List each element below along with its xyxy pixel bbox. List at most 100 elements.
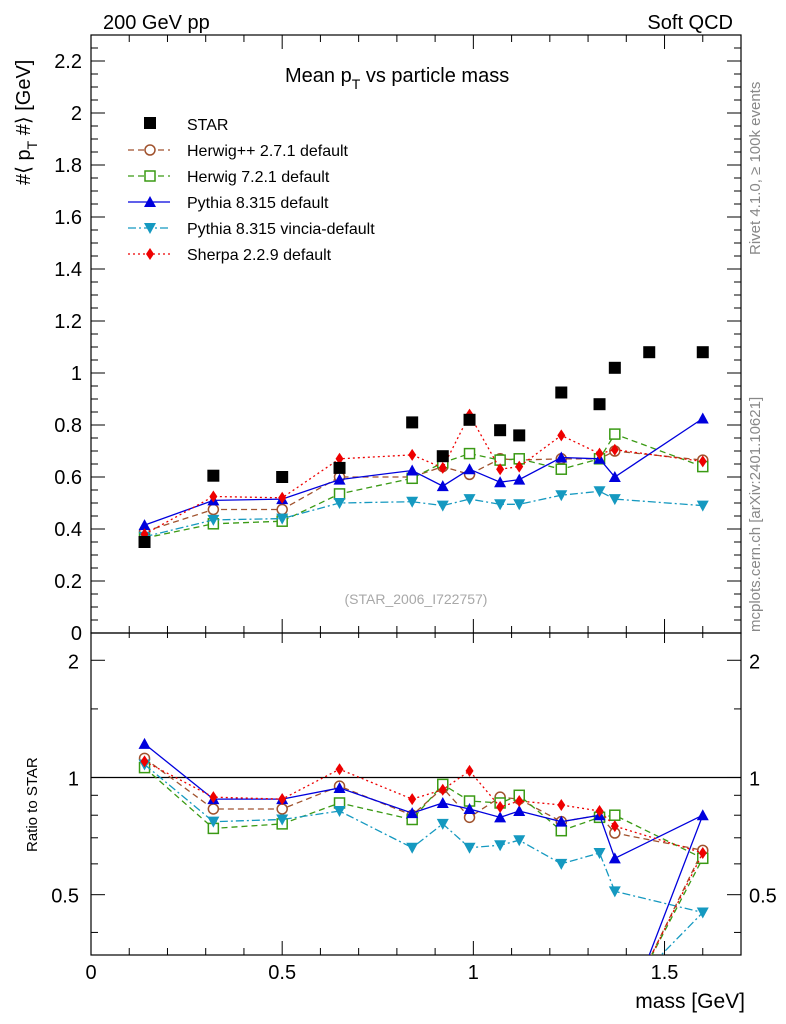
ratio-point-pythia-8-315-default [513,805,526,817]
legend-label-pythia-8-315-vincia-default: Pythia 8.315 vincia-default [187,221,375,238]
point-pythia-8-315-default [608,471,621,482]
point-pythia-8-315-vincia-default [333,498,346,509]
ratio-point-pythia-8-315-vincia-default [406,842,419,854]
point-herwig-7-2-1-default [463,447,476,460]
x-axis-label: mass [GeV] [635,990,745,1013]
point-pythia-8-315-vincia-default [513,499,526,511]
point-sherpa-2-2-9-default [698,455,707,468]
point-star [696,346,709,359]
ratio-point-pythia-8-315-default [555,815,568,827]
point-star [643,346,656,359]
legend-label-pythia-8-315-default: Pythia 8.315 default [187,195,329,212]
point-herwig-7-2-1-default [555,463,568,475]
ratio-point-pythia-8-315-default [436,796,449,808]
point-pythia-8-315-vincia-default [608,494,621,506]
point-pythia-8-315-vincia-default [463,494,476,506]
point-herwig-2-7-1-default [207,503,220,516]
point-sherpa-2-2-9-default [438,461,447,474]
ratio-point-pythia-8-315-default [406,807,419,819]
legend-label-herwig-7-2-1-default: Herwig 7.2.1 default [187,169,330,186]
ratio-y-tick-label: 0.5 [51,886,79,908]
ratio-point-pythia-8-315-vincia-default [436,818,449,830]
ratio-point-sherpa-2-2-9-default [465,764,474,777]
ratio-point-pythia-8-315-default [463,802,476,814]
legend-marker-pythia-8-315-vincia-default [144,223,156,234]
y-tick-label: 0.2 [54,571,82,593]
point-pythia-8-315-vincia-default [207,514,220,526]
y-tick-label: 1.2 [54,311,82,333]
ratio-line-pythia-8-315-vincia-default [144,763,705,955]
ratio-point-herwig-2-7-1-default [207,803,220,815]
y-tick-label: 2.2 [54,51,82,73]
ratio-point-pythia-8-315-vincia-default [494,840,507,852]
point-pythia-8-315-vincia-default [436,500,449,512]
ratio-point-pythia-8-315-vincia-default [555,858,568,870]
legend-label-star: STAR [187,117,228,134]
ratio-y-tick-label-right: 0.5 [749,886,777,908]
ratio-point-sherpa-2-2-9-default [515,795,524,808]
ratio-point-sherpa-2-2-9-default [438,783,447,796]
line-pythia-8-315-vincia-default [144,490,703,538]
ratio-y-tick-label: 1 [68,768,79,790]
ratio-point-pythia-8-315-default [138,737,151,749]
ratio-line-sherpa-2-2-9-default [144,760,704,955]
header-left: 200 GeV pp [103,12,210,34]
y-tick-label: 0 [71,623,82,645]
point-star [593,398,606,411]
x-tick-label: 0.5 [268,962,296,984]
ratio-point-pythia-8-315-vincia-default [333,806,346,818]
ratio-point-sherpa-2-2-9-default [140,755,149,768]
legend-label-herwig-2-7-1-default: Herwig++ 2.7.1 default [187,143,349,160]
point-star [436,450,449,463]
ratio-point-herwig-2-7-1-default [276,803,288,815]
rivet-label: Rivet 4.1.0, ≥ 100k events [747,82,764,255]
point-star [333,461,346,474]
y-tick-label: 0.6 [54,467,82,489]
ratio-point-sherpa-2-2-9-default [278,793,287,806]
point-pythia-8-315-vincia-default [696,500,709,512]
point-pythia-8-315-vincia-default [494,499,507,511]
point-sherpa-2-2-9-default [408,448,417,461]
y-axis-label: #⟨ pT #⟩ [GeV] [13,60,40,185]
ratio-point-sherpa-2-2-9-default [610,820,619,833]
point-pythia-8-315-default [555,451,568,463]
ratio-point-pythia-8-315-default [494,811,507,823]
point-sherpa-2-2-9-default [209,490,218,503]
ratio-point-pythia-8-315-default [333,781,346,793]
point-pythia-8-315-default [463,463,476,475]
point-pythia-8-315-default [333,473,346,485]
point-pythia-8-315-vincia-default [593,486,606,498]
legend-marker-herwig-7-2-1-default [144,170,156,182]
point-pythia-8-315-default [494,476,507,488]
point-pythia-8-315-vincia-default [406,496,419,508]
point-star [513,429,526,442]
point-pythia-8-315-vincia-default [276,513,289,525]
ratio-point-sherpa-2-2-9-default [698,846,707,859]
point-pythia-8-315-default [406,464,419,476]
y-tick-label: 1 [71,363,82,385]
point-herwig-2-7-1-default [276,503,288,516]
ratio-point-herwig-7-2-1-default [555,824,568,837]
chart-title: Mean pT vs particle mass [285,65,509,92]
y-tick-label: 1.4 [54,259,82,281]
y-tick-label: 0.8 [54,415,82,437]
ratio-point-pythia-8-315-vincia-default [593,847,606,859]
ratio-point-sherpa-2-2-9-default [557,798,566,811]
x-tick-label: 1 [468,962,479,984]
ratio-point-pythia-8-315-vincia-default [696,907,709,919]
point-herwig-7-2-1-default [609,428,621,440]
ratio-point-sherpa-2-2-9-default [335,763,344,776]
ratio-line-herwig-2-7-1-default [144,757,704,955]
point-star [276,471,289,483]
ratio-y-label: Ratio to STAR [24,757,41,852]
ratio-line-pythia-8-315-default [144,743,704,955]
point-sherpa-2-2-9-default [278,491,287,504]
mcplots-label: mcplots.cern.ch [arXiv:2401.10621] [747,397,764,632]
point-star [494,424,507,437]
point-sherpa-2-2-9-default [610,443,619,456]
ratio-point-pythia-8-315-vincia-default [207,816,220,828]
y-tick-label: 0.4 [54,519,82,541]
point-pythia-8-315-default [436,480,449,492]
legend-marker-star [144,117,156,129]
